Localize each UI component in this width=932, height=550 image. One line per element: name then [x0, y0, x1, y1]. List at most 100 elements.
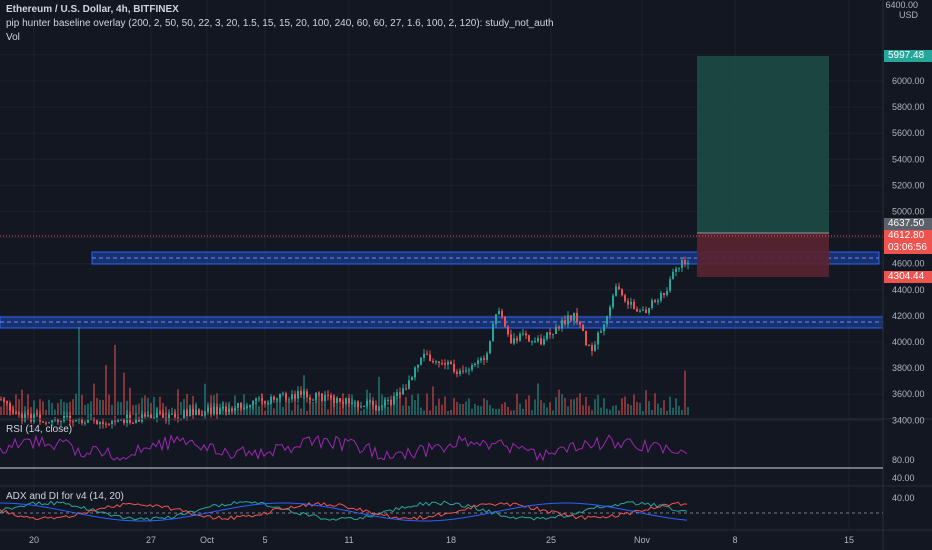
volume-bar	[360, 410, 362, 415]
rsi-line[interactable]	[0, 433, 688, 462]
candle-body	[603, 324, 605, 332]
volume-bar	[621, 398, 623, 415]
target-zone[interactable]	[697, 56, 829, 233]
volume-bar	[132, 405, 134, 415]
volume-bar	[462, 404, 464, 415]
candle-body	[399, 392, 401, 395]
price-axis-label: 3400.00	[892, 415, 925, 425]
candle-body	[18, 413, 20, 415]
candle-body	[411, 377, 413, 381]
volume-bar	[474, 403, 476, 415]
volume-bar	[126, 400, 128, 415]
volume-bar	[642, 410, 644, 415]
time-axis-label: 5	[262, 535, 267, 545]
volume-bar	[180, 401, 182, 415]
volume-bar	[90, 401, 92, 415]
volume-bar	[552, 410, 554, 415]
volume-bar	[489, 405, 491, 415]
candle-body	[393, 396, 395, 405]
adx-legend[interactable]: ADX and DI for v4 (14, 20)	[6, 491, 124, 502]
indicator-legend[interactable]: pip hunter baseline overlay (200, 2, 50,…	[6, 18, 554, 29]
volume-bar	[603, 398, 605, 415]
volume-bar	[561, 394, 563, 415]
volume-bar	[315, 396, 317, 415]
candle-body	[549, 332, 551, 335]
volume-bar	[435, 405, 437, 415]
candle-body	[51, 420, 53, 423]
grid-lines	[0, 0, 883, 530]
candle-body	[606, 315, 608, 325]
candle-body	[294, 394, 296, 399]
symbol-title[interactable]: Ethereum / U.S. Dollar, 4h, BITFINEX	[6, 4, 179, 15]
candle-body	[117, 419, 119, 422]
volume-bar	[594, 399, 596, 415]
volume-bar	[147, 397, 149, 415]
candle-body	[471, 365, 473, 370]
volume-bar	[534, 399, 536, 415]
candle-body	[444, 363, 446, 365]
candle-body	[669, 279, 671, 291]
volume-bar	[363, 408, 365, 415]
candle-body	[291, 394, 293, 400]
candle-body	[531, 341, 533, 343]
candle-body	[315, 392, 317, 400]
volume-bar	[624, 396, 626, 415]
di-plus-line[interactable]	[0, 500, 688, 522]
stop-zone[interactable]	[697, 233, 829, 277]
volume-bar	[183, 398, 185, 415]
volume-bar	[681, 409, 683, 415]
volume-bar	[483, 398, 485, 415]
volume-bar	[648, 401, 650, 415]
candle-body	[249, 405, 251, 407]
volume-bar	[27, 394, 29, 415]
candle-body	[267, 403, 269, 405]
candle-body	[654, 300, 656, 302]
candle-body	[366, 401, 368, 406]
candle-body	[141, 414, 143, 422]
volume-bar	[402, 405, 404, 415]
candle-body	[384, 400, 386, 406]
candle-body	[666, 290, 668, 296]
candle-body	[225, 406, 227, 413]
candle-body	[330, 395, 332, 398]
volume-bar	[459, 403, 461, 415]
volume-bar	[633, 394, 635, 415]
candle-body	[288, 399, 290, 401]
volume-bar	[639, 402, 641, 415]
volume-bar	[501, 404, 503, 415]
candle-body	[174, 413, 176, 418]
volume-bar	[24, 406, 26, 415]
candle-body	[438, 361, 440, 364]
price-axis-label: 4200.00	[892, 311, 925, 321]
volume-bar	[138, 403, 140, 415]
volume-bar	[318, 393, 320, 415]
candle-body	[498, 310, 500, 315]
di-minus-line[interactable]	[0, 501, 688, 521]
volume-bar	[657, 403, 659, 415]
rsi-axis-label: 40.00	[892, 473, 915, 483]
volume-bar	[111, 404, 113, 415]
volume-bar	[444, 396, 446, 415]
rsi-legend[interactable]: RSI (14, close)	[6, 424, 73, 435]
volume-bar	[60, 399, 62, 415]
candle-body	[396, 392, 398, 397]
candle-body	[528, 335, 530, 342]
candle-body	[12, 410, 14, 413]
volume-bar	[609, 409, 611, 415]
candle-body	[279, 393, 281, 399]
candle-body	[657, 300, 659, 302]
candle-body	[159, 412, 161, 414]
volume-bar	[135, 404, 137, 415]
candle-body	[339, 398, 341, 402]
candle-body	[513, 338, 515, 344]
volume-bar	[291, 410, 293, 415]
volume-bar	[414, 400, 416, 415]
volume-bar	[120, 402, 122, 415]
candle-body	[303, 391, 305, 395]
volume-bar	[591, 410, 593, 415]
time-axis[interactable]: 20 27 Oct 5 11 18 25 Nov 8 15	[29, 535, 854, 545]
volume-bar	[186, 393, 188, 415]
adx-line[interactable]	[0, 502, 688, 522]
volume-legend[interactable]: Vol	[6, 32, 20, 43]
